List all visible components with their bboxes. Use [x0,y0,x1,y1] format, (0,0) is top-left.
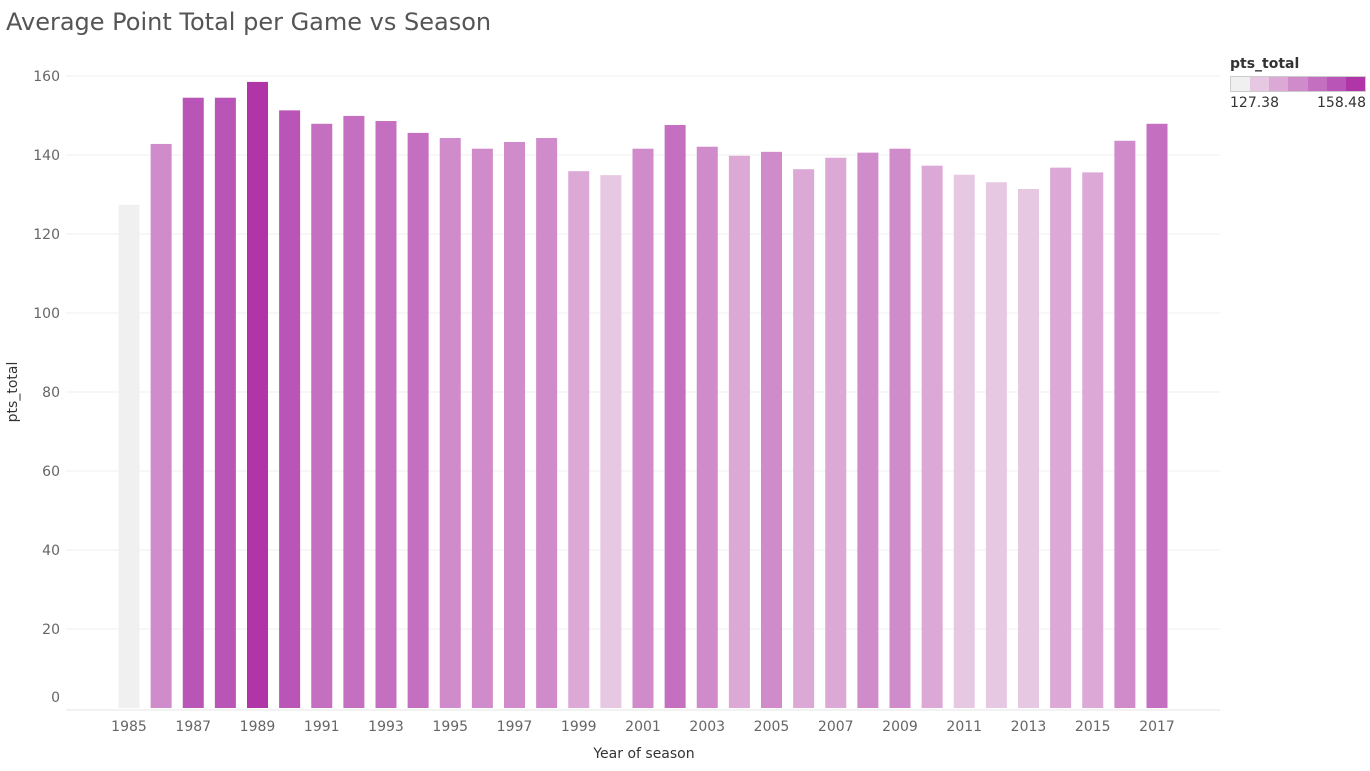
y-tick-label: 20 [42,622,60,638]
bar-1995[interactable] [439,138,461,708]
x-tick-label: 1999 [561,719,597,735]
x-tick-label: 2005 [754,719,790,735]
y-tick-label: 60 [42,464,60,480]
bar-2012[interactable] [985,182,1007,708]
y-tick-label: 160 [33,69,60,85]
bar-2008[interactable] [857,152,879,708]
bar-2017[interactable] [1146,123,1168,709]
bar-1994[interactable] [407,132,429,708]
x-tick-label: 1989 [240,719,276,735]
bar-1997[interactable] [504,141,525,709]
bar-2001[interactable] [632,148,654,708]
bar-2000[interactable] [600,175,622,708]
x-tick-label: 2015 [1075,719,1111,735]
x-tick-label: 1987 [175,719,211,735]
legend-swatch [1345,77,1365,91]
bar-2006[interactable] [793,169,815,709]
x-tick-label: 1995 [432,719,468,735]
bar-1988[interactable] [214,97,236,709]
x-tick-label: 2013 [1011,719,1047,735]
y-tick-label: 40 [42,543,60,559]
bar-2011[interactable] [953,174,975,708]
x-tick-label: 1997 [497,719,533,735]
bar-2002[interactable] [664,124,686,709]
x-tick-label: 2003 [689,719,725,735]
bar-1993[interactable] [375,121,397,708]
bar-1991[interactable] [311,123,333,709]
bar-1985[interactable] [118,204,140,708]
y-tick-label: 0 [51,690,60,706]
x-tick-label: 2009 [882,719,918,735]
legend-swatch [1307,77,1327,91]
x-tick-label: 2011 [946,719,982,735]
x-axis-ticks: 1985 1987 1989 1991 1993 1995 1997 1999 2001 2003… [111,719,1175,735]
bar-2007[interactable] [825,157,847,708]
x-tick-label: 2007 [818,719,854,735]
y-tick-label: 120 [33,227,60,243]
bar-1986[interactable] [150,143,172,708]
bar-1992[interactable] [343,115,365,708]
x-tick-label: 2001 [625,719,661,735]
legend-color-ramp [1230,76,1366,92]
x-tick-label: 2017 [1139,719,1175,735]
bar-1999[interactable] [568,171,590,708]
y-axis-ticks: 0 20 40 60 80 100 120 140 160 [33,69,60,706]
chart-title: Average Point Total per Game vs Season [6,8,492,36]
color-legend[interactable]: pts_total 127.38 158.48 [1230,56,1366,111]
bar-2015[interactable] [1082,172,1104,708]
bar-1989[interactable] [247,81,268,709]
x-axis-label: Year of season [592,746,694,762]
legend-title: pts_total [1230,56,1300,72]
x-tick-label: 1993 [368,719,404,735]
bar-2014[interactable] [1050,167,1072,708]
legend-swatch [1231,77,1251,91]
x-tick-label: 1985 [111,719,147,735]
bar-1998[interactable] [536,138,558,708]
bar-2009[interactable] [889,148,911,708]
y-tick-label: 80 [42,385,60,401]
y-axis-label: pts_total [5,362,21,423]
x-tick-label: 1991 [304,719,340,735]
bar-1996[interactable] [471,148,493,708]
bar-1987[interactable] [182,97,204,709]
bars [118,81,1168,709]
legend-min-label: 127.38 [1230,95,1279,111]
bar-2013[interactable] [1018,188,1039,709]
legend-swatch [1326,77,1346,91]
legend-swatch [1250,77,1270,91]
legend-max-label: 158.48 [1317,95,1366,111]
y-tick-label: 140 [33,148,60,164]
bar-2005[interactable] [761,151,782,709]
bar-2003[interactable] [696,146,718,708]
bar-2004[interactable] [728,155,750,709]
bar-2016[interactable] [1114,140,1136,708]
bar-2010[interactable] [921,165,943,709]
legend-swatch [1269,77,1289,91]
y-tick-label: 100 [33,306,60,322]
bar-1990[interactable] [279,110,301,709]
legend-swatch [1288,77,1308,91]
